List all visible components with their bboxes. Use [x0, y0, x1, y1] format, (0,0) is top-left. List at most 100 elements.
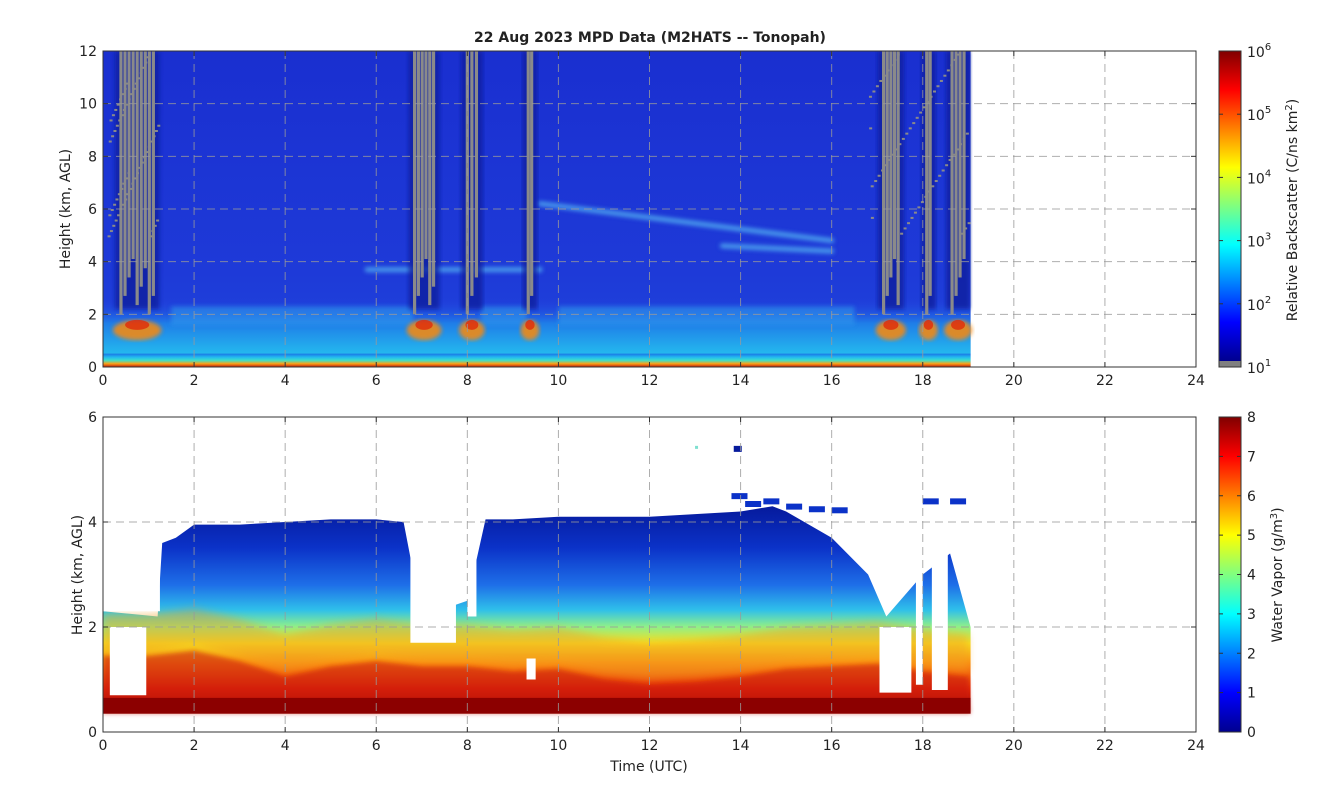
water-vapor-colorbar-tick-label: 2	[1247, 646, 1256, 662]
backscatter-noise-speck	[891, 153, 895, 156]
water-vapor-return	[733, 445, 742, 452]
backscatter-noise-speck	[898, 143, 902, 146]
backscatter-cloud-mask	[428, 51, 432, 306]
backscatter-cloud-base	[919, 320, 938, 341]
water-vapor-colorbar-ramp	[1219, 417, 1241, 732]
backscatter-grid	[103, 51, 1196, 367]
backscatter-noise-speck	[908, 127, 912, 130]
backscatter-noise-speck	[877, 174, 881, 177]
water-vapor-xlabel: Time (UTC)	[609, 759, 687, 775]
backscatter-cloud-mask	[424, 51, 428, 260]
backscatter-noise-speck	[938, 174, 942, 177]
water-vapor-return	[763, 498, 780, 505]
water-vapor-ytick-label: 4	[88, 515, 97, 531]
backscatter-noise-speck	[139, 72, 143, 75]
backscatter-noise-speck	[913, 211, 917, 214]
backscatter-noise-speck	[108, 140, 112, 143]
backscatter-xtick-label: 12	[641, 373, 659, 389]
backscatter-elevated-layers	[171, 201, 855, 325]
backscatter-noise-speck	[121, 93, 125, 96]
backscatter-noise-speck	[133, 177, 137, 180]
backscatter-boundary-top	[171, 306, 413, 325]
backscatter-noise-speck	[941, 169, 945, 172]
backscatter-cloud-mask	[474, 51, 479, 278]
backscatter-noise-speck	[957, 53, 961, 56]
backscatter-cloud-base	[520, 320, 540, 341]
backscatter-ytick-label: 8	[88, 149, 97, 165]
backscatter-noise-speck	[922, 106, 926, 109]
backscatter-noise-speck	[869, 127, 873, 130]
backscatter-noise-speck	[965, 132, 969, 135]
backscatter-noise-speck	[141, 66, 145, 69]
backscatter-xtick-label: 0	[99, 373, 108, 389]
water-vapor-colorbar-tick-label: 0	[1247, 725, 1256, 741]
water-vapor-gaps	[103, 417, 948, 696]
backscatter-noise-speck	[912, 122, 916, 125]
backscatter-ytick-label: 2	[88, 307, 97, 323]
backscatter-noise-speck	[924, 195, 928, 198]
water-vapor-heatmap	[103, 417, 971, 714]
backscatter-cloud-mask	[881, 51, 886, 315]
backscatter-xtick-label: 8	[463, 373, 472, 389]
water-vapor-return	[731, 493, 748, 500]
backscatter-noise-speck	[128, 187, 132, 190]
backscatter-ytick-label: 12	[79, 44, 97, 60]
backscatter-noise-speck	[147, 145, 151, 148]
backscatter-noise-speck	[134, 82, 138, 85]
backscatter-noise-speck	[126, 193, 130, 196]
backscatter-cloud-mask	[889, 51, 893, 278]
backscatter-noise-speck	[152, 135, 156, 138]
backscatter-cloud-core	[125, 319, 150, 330]
water-vapor-xtick-label: 8	[463, 738, 472, 754]
backscatter-noise-speck	[901, 137, 905, 140]
backscatter-noise-speck	[126, 82, 130, 85]
water-vapor-return	[808, 506, 825, 513]
backscatter-cloud-mask	[147, 51, 151, 315]
backscatter-noise-speck	[145, 151, 149, 154]
backscatter-noise-speck	[967, 222, 971, 225]
backscatter-noise-speck	[893, 58, 897, 61]
backscatter-cloud-core	[415, 319, 433, 330]
backscatter-noise-speck	[875, 85, 879, 88]
backscatter-noise-speck	[124, 198, 128, 201]
water-vapor-return	[922, 498, 939, 505]
backscatter-noise-speck	[113, 203, 117, 206]
backscatter-colorbar-tick-label: 101	[1247, 358, 1271, 377]
backscatter-noise-speck	[114, 219, 118, 222]
water-vapor-xtick-label: 20	[1005, 738, 1023, 754]
backscatter-noise-speck	[157, 124, 161, 127]
water-vapor-missing-data	[103, 417, 160, 612]
backscatter-noise-speck	[108, 214, 112, 217]
water-vapor-xtick-label: 14	[732, 738, 750, 754]
backscatter-noise-speck	[870, 185, 874, 188]
backscatter-noise-speck	[153, 224, 157, 227]
backscatter-noise-speck	[879, 79, 883, 82]
water-vapor-missing-data	[915, 516, 923, 685]
backscatter-noise-speck	[884, 164, 888, 167]
backscatter-noise-speck	[934, 180, 938, 183]
backscatter-noise-speck	[962, 137, 966, 140]
backscatter-boundary-top	[558, 306, 855, 325]
water-vapor-colorbar-label: Water Vapor (g/m3)	[1269, 507, 1287, 642]
water-vapor-xtick-label: 6	[372, 738, 381, 754]
backscatter-attenuated-column	[921, 51, 936, 310]
backscatter-noise-speck	[127, 98, 131, 101]
backscatter-noise-speck	[896, 53, 900, 56]
backscatter-noise-speck	[130, 93, 134, 96]
backscatter-noise-speck	[120, 114, 124, 117]
backscatter-noise-speck	[143, 156, 147, 159]
water-vapor-texture	[103, 608, 971, 714]
backscatter-noise-speck	[931, 185, 935, 188]
backscatter-noise-speck	[960, 232, 964, 235]
backscatter-cloud-core	[465, 319, 479, 330]
backscatter-cloud-mask	[143, 51, 147, 269]
water-vapor-missing-data	[109, 627, 147, 696]
backscatter-noise-speck	[118, 119, 122, 122]
backscatter-noise-speck	[151, 230, 155, 233]
water-vapor-xtick-label: 24	[1187, 738, 1205, 754]
backscatter-noise-speck	[113, 130, 117, 132]
backscatter-noise-speck	[943, 74, 947, 77]
backscatter-noise-speck	[964, 227, 968, 230]
backscatter-noise-speck	[146, 56, 150, 59]
backscatter-xtick-label: 16	[823, 373, 841, 389]
